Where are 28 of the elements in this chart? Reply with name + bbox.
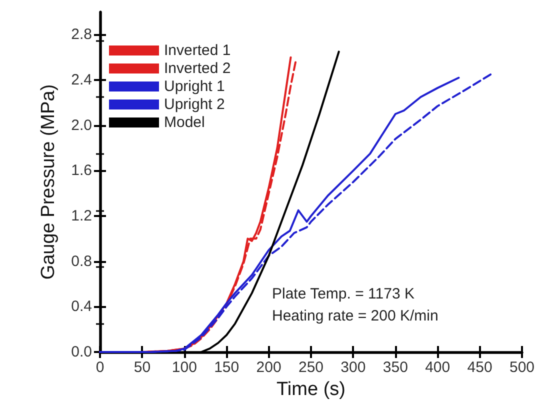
x-tick-label: 150 — [214, 359, 240, 376]
legend-label: Model — [164, 114, 205, 131]
x-tick-label: 350 — [382, 359, 408, 376]
annotation: Heating rate = 200 K/min — [272, 308, 438, 324]
annotation: Plate Temp. = 1173 K — [272, 286, 414, 302]
y-tick-label: 2.4 — [71, 72, 92, 88]
y-tick-label: 1.6 — [71, 162, 92, 180]
y-tick-label: 1.2 — [71, 208, 92, 224]
legend-label: Upright 2 — [164, 96, 225, 113]
x-tick-label: 500 — [509, 359, 535, 376]
y-tick-label: 2.0 — [71, 116, 92, 134]
x-tick-label: 300 — [340, 359, 366, 376]
y-axis-title: Gauge Pressure (MPa) — [38, 84, 59, 280]
x-tick-label: 400 — [425, 359, 450, 376]
legend-label: Inverted 2 — [164, 60, 231, 77]
y-tick-label: 2.8 — [71, 26, 92, 44]
legend-label: Upright 1 — [164, 78, 225, 95]
x-tick-label: 200 — [256, 359, 282, 376]
y-tick-label: 0.0 — [71, 344, 92, 360]
y-tick-label: 0.8 — [71, 252, 92, 270]
x-axis-title: Time (s) — [276, 378, 346, 400]
y-tick-label: 0.4 — [71, 298, 92, 316]
x-tick-label: 450 — [467, 359, 492, 376]
x-tick-label: 100 — [172, 359, 197, 376]
legend-label: Inverted 1 — [164, 42, 231, 59]
x-tick-label: 0 — [96, 359, 104, 376]
x-tick-label: 250 — [298, 359, 324, 376]
x-tick-label: 50 — [134, 359, 151, 376]
